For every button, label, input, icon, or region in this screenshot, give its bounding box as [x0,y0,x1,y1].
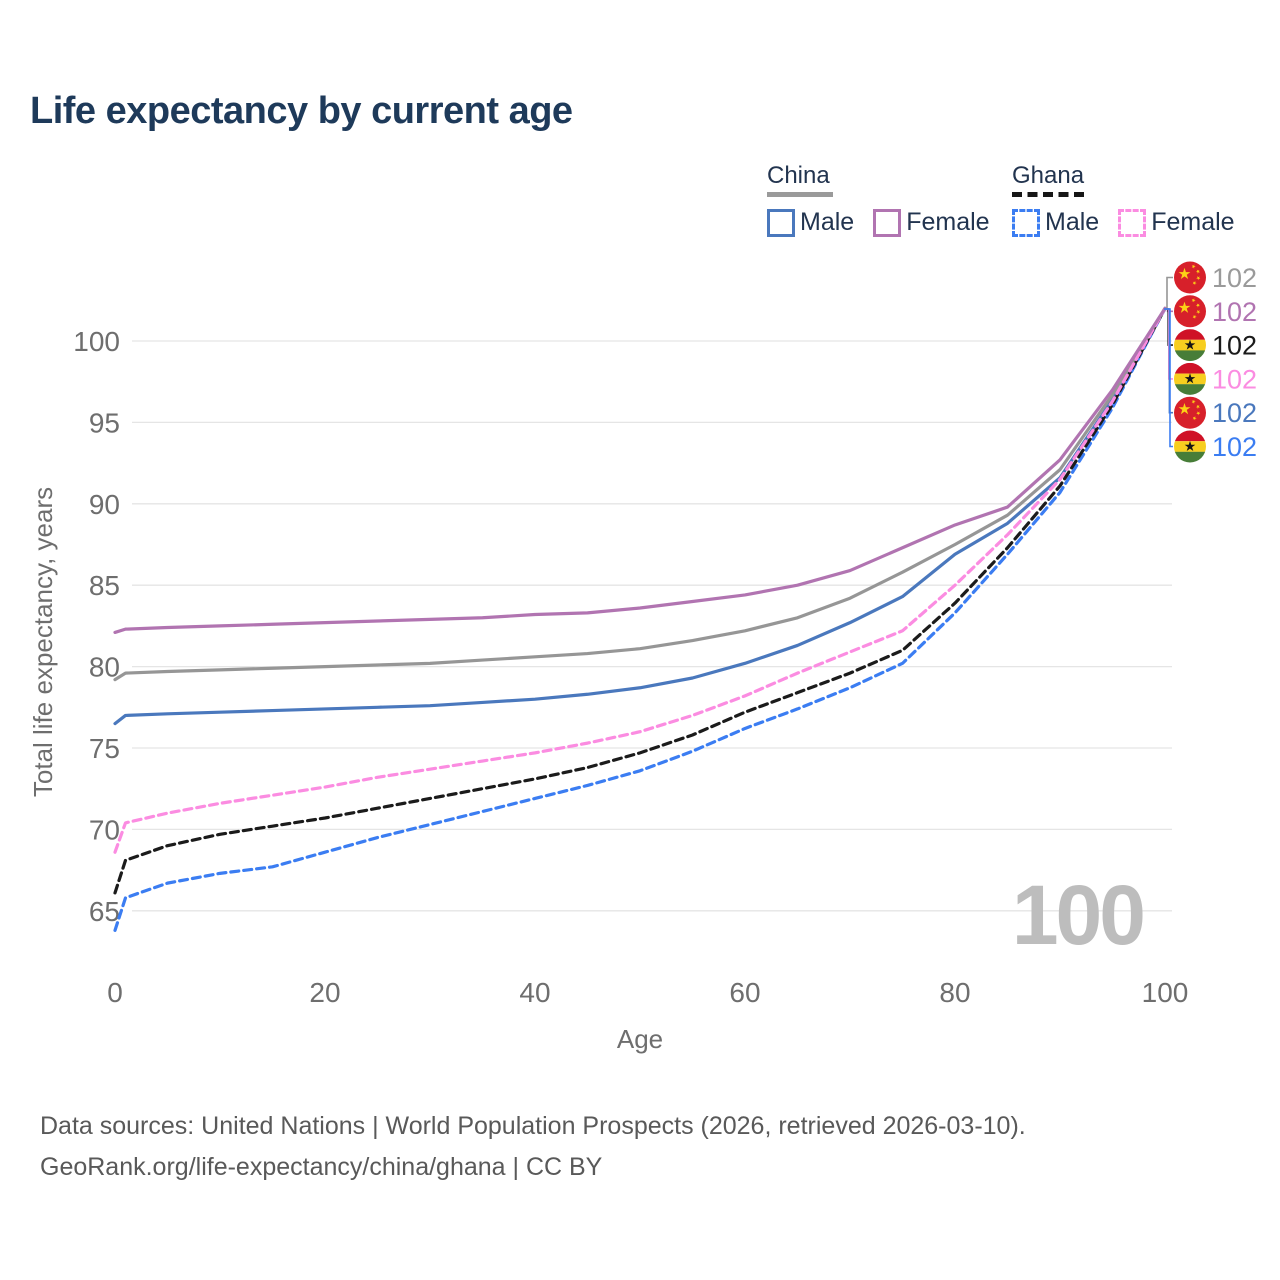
legend-item-label: Male [1045,208,1100,236]
leader-line [1164,308,1173,380]
y-tick-label: 100 [73,326,120,357]
series-line-china-female [113,306,1167,635]
end-value-label: 102 [1212,432,1257,462]
page-title: Life expectancy by current age [30,90,573,132]
x-tick-label: 20 [309,977,340,1008]
china-flag-icon [1174,397,1206,429]
legend-group-china: China Male Female [767,163,1009,237]
ghana-flag-icon [1174,329,1206,361]
y-tick-label: 65 [89,896,120,927]
legend-group-ghana-label: Ghana [1012,162,1085,189]
legend-item-ghana-female[interactable]: Female [1118,208,1235,237]
y-tick-label: 80 [89,652,120,683]
series-lines [113,306,1167,932]
legend-group-ghana: Ghana Male Female [1012,163,1254,237]
series-line-ghana [113,306,1167,895]
ghana-flag-icon [1174,431,1206,463]
legend-item-label: Male [800,208,855,236]
x-axis-title: Age [617,1024,663,1054]
y-tick-label: 90 [89,489,120,520]
china-male-swatch-icon [767,208,795,237]
series-line-ghana-female [113,306,1167,854]
china-flag-icon [1174,262,1206,294]
series-line-ghana-male [113,306,1167,932]
end-value-label: 102 [1212,398,1257,428]
attribution-text: GeoRank.org/life-expectancy/china/ghana … [40,1153,603,1181]
x-tick-label: 0 [107,977,123,1008]
ghana-flag-icon [1174,363,1206,395]
axis-tick-labels: 65 70 75 80 85 90 95 100 0 20 40 60 80 100 [73,326,1188,1008]
end-value-label: 102 [1212,263,1257,293]
end-value-label: 102 [1212,331,1257,361]
footer: Data sources: United Nations | World Pop… [40,1106,1026,1188]
legend-china-line-sample [767,192,833,197]
y-tick-label: 95 [89,407,120,438]
series-line-china [113,306,1167,682]
legend-group-china-label: China [767,162,830,189]
gridlines [132,340,1172,912]
leader-line [1164,308,1173,448]
legend-item-label: Female [906,208,990,236]
ghana-male-swatch-icon [1012,208,1040,237]
x-tick-label: 60 [729,977,760,1008]
ghana-female-swatch-icon [1118,208,1147,237]
china-female-swatch-icon [873,208,902,237]
x-tick-label: 40 [519,977,550,1008]
y-tick-label: 70 [89,814,120,845]
y-tick-label: 85 [89,570,120,601]
china-flag-icon [1174,295,1206,327]
data-sources-text: Data sources: United Nations | World Pop… [40,1112,1026,1140]
series-line-china-male [113,306,1167,726]
y-axis-title: Total life expectancy, years [28,487,58,797]
legend-item-ghana-male[interactable]: Male [1012,208,1099,237]
y-tick-label: 75 [89,733,120,764]
end-value-label: 102 [1212,364,1257,394]
legend-item-label: Female [1151,208,1235,236]
legend-item-china-male[interactable]: Male [767,208,854,237]
leader-line [1164,276,1173,310]
age-watermark: 100 [1012,868,1143,962]
x-tick-label: 80 [939,977,970,1008]
x-tick-label: 100 [1142,977,1189,1008]
legend-item-china-female[interactable]: Female [873,208,990,237]
end-value-label: 102 [1212,297,1257,327]
legend-ghana-line-sample [1012,192,1084,197]
